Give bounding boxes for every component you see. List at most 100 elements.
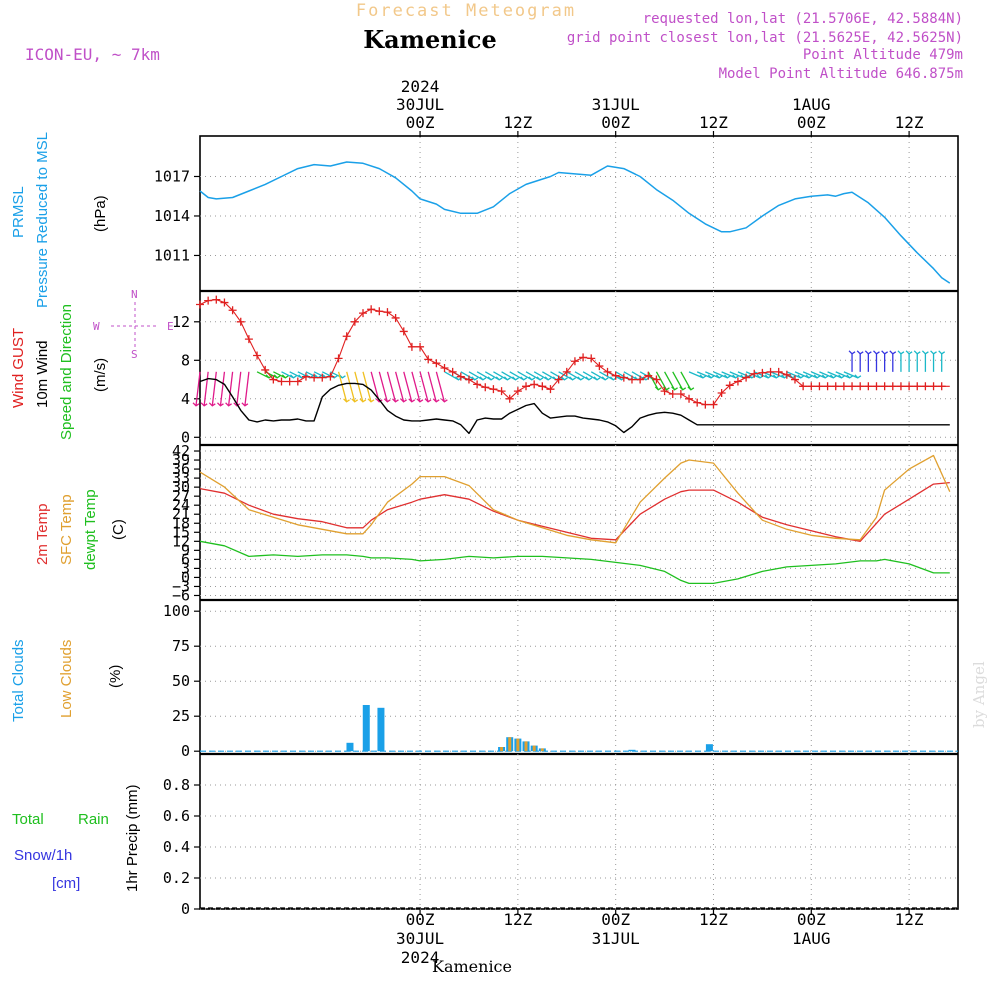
- precip-tick-label: 0.6: [163, 807, 190, 825]
- temp-2m-label: 2m Temp: [34, 504, 51, 565]
- wind-direction-arrow: [819, 371, 834, 379]
- wind-direction-arrow: [256, 371, 270, 379]
- wind-direction-arrow: [542, 371, 557, 381]
- wind-direction-arrow: [476, 371, 492, 381]
- wind-arrow-head: [930, 350, 937, 355]
- bottom-time-label: 2024: [401, 948, 440, 967]
- wind-direction-arrow: [435, 371, 445, 403]
- wind-arrow-head: [343, 398, 350, 403]
- low-cloud-bar: [524, 741, 528, 752]
- wind-gust-marker: [448, 367, 457, 376]
- wind-arrow-head: [679, 386, 687, 391]
- wind-arrow-head: [503, 376, 511, 381]
- wind-direction-arrow: [460, 371, 476, 381]
- wind-direction-arrow: [305, 371, 319, 379]
- wind-gust-line: [199, 299, 950, 406]
- total-clouds-label: Total Clouds: [10, 639, 27, 722]
- wind-direction-arrow: [843, 371, 859, 379]
- precip-tick-label: 0.8: [163, 776, 190, 794]
- wind-direction-arrow: [582, 371, 598, 381]
- wind-arrow-head: [732, 374, 739, 379]
- temperature-tick-label: 6: [181, 550, 190, 568]
- wind-arrow-head: [432, 398, 440, 403]
- precip-snow-unit: [cm]: [52, 875, 80, 892]
- wind-arrow-head: [225, 402, 232, 407]
- wind-unit: (m/s): [92, 358, 109, 392]
- wind-arrow-head: [764, 374, 772, 379]
- wind-direction-arrow: [386, 371, 397, 403]
- wind-speed-direction-label: Speed and Direction: [58, 304, 75, 440]
- footer-location: Kamenice: [432, 957, 512, 976]
- wind-direction-arrow: [427, 371, 437, 403]
- meteogram-subtitle: Forecast Meteogram: [356, 1, 576, 21]
- wind-arrow-head: [813, 374, 821, 379]
- temp-unit: (C): [110, 519, 127, 540]
- wind-direction-arrow: [696, 371, 712, 379]
- wind-arrow-head: [601, 376, 609, 381]
- wind-direction-arrow: [346, 371, 356, 403]
- wind-direction-arrow: [273, 371, 286, 379]
- wind-direction-arrow: [509, 371, 525, 381]
- temperature-panel: [199, 454, 951, 585]
- wind-gust-marker: [790, 375, 799, 384]
- wind-gust-marker: [579, 353, 588, 362]
- wind-tick-label: 8: [181, 351, 190, 369]
- bottom-time-label: 12Z: [699, 910, 728, 929]
- wind-arrow-head: [707, 374, 715, 379]
- wind-gust-marker: [896, 382, 905, 391]
- wind-direction-arrow: [835, 371, 850, 379]
- precip-rain-label: Rain: [78, 811, 109, 828]
- wind-arrow-head: [569, 376, 576, 381]
- clouds-tick-label: 75: [172, 637, 190, 655]
- temperature-tick-label: 27: [172, 487, 190, 505]
- wind-gust-marker: [424, 355, 433, 364]
- wind-gust-marker: [326, 372, 335, 381]
- wind-arrow-head: [281, 374, 289, 379]
- wind-gust-marker: [432, 359, 441, 368]
- model-label: ICON-EU, ~ 7km: [25, 45, 160, 64]
- model-altitude: Model Point Altitude 646.875m: [719, 66, 963, 82]
- wind-arrow-head: [359, 398, 367, 403]
- temperature-labels: 2m Temp SFC Temp dewpt Temp (C): [34, 489, 127, 570]
- wind-gust-marker: [310, 373, 319, 382]
- wind-gust-marker: [342, 332, 351, 341]
- wind-direction-arrow: [786, 371, 802, 379]
- wind-direction-arrow: [753, 371, 769, 379]
- wind-gust-marker: [350, 317, 359, 326]
- wind-arrow-head: [938, 350, 946, 355]
- temp-line-dewpt-temp: [199, 540, 950, 585]
- wind-gust-marker: [562, 367, 571, 376]
- meteogram-frame: [199, 135, 959, 910]
- pressure-tick-label: 1017: [154, 167, 190, 185]
- wind-direction-arrow: [411, 371, 421, 403]
- wind-gust-marker: [701, 400, 710, 409]
- wind-gust-marker: [627, 375, 636, 384]
- wind-gust-marker: [456, 372, 465, 381]
- compass-icon: N S W E: [93, 288, 174, 361]
- wind-arrow-head: [856, 350, 864, 355]
- top-time-label: 00Z: [601, 113, 630, 132]
- wind-gust-marker: [693, 398, 702, 407]
- wind-arrow-head: [330, 374, 338, 379]
- wind-gust-marker: [603, 367, 612, 376]
- bottom-time-label: 12Z: [503, 910, 532, 929]
- wind-gust-marker: [587, 354, 596, 363]
- temperature-tick-label: 9: [181, 541, 190, 559]
- wind-gust-marker: [530, 380, 539, 389]
- temperature-tick-label: 39: [172, 451, 190, 469]
- wind-gust-marker: [880, 382, 889, 391]
- total-cloud-bar: [362, 705, 370, 752]
- wind-gust-marker: [725, 381, 734, 390]
- top-time-label: 2024: [401, 77, 440, 96]
- clouds-unit: (%): [107, 665, 124, 688]
- low-cloud-bar: [508, 737, 512, 752]
- precip-snow-label: Snow/1h: [14, 847, 72, 864]
- wind-direction-arrow: [705, 371, 720, 379]
- wind-gust-marker: [505, 394, 514, 403]
- wind-arrow-head: [520, 376, 528, 381]
- precip-tick-label: 0.4: [163, 838, 190, 856]
- wind-direction-arrow: [811, 371, 826, 379]
- wind-gust-marker: [848, 382, 857, 391]
- temperature-tick-label: 24: [172, 496, 190, 514]
- wind-direction-arrow: [337, 371, 348, 403]
